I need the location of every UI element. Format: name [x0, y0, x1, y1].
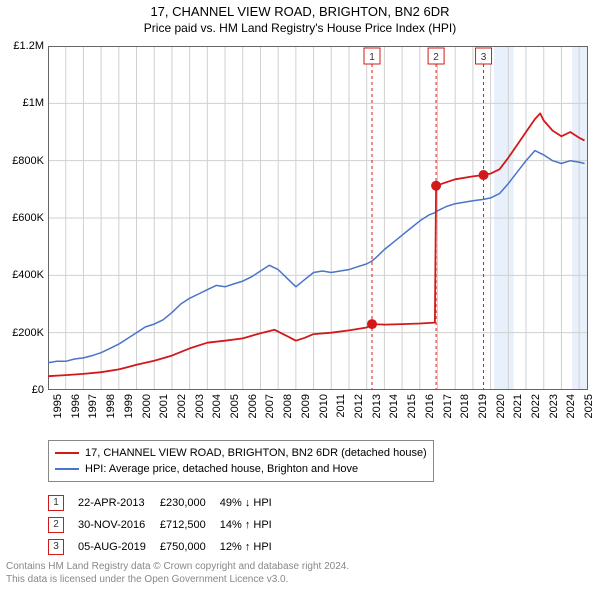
- x-tick-label: 2019: [477, 394, 489, 418]
- event-delta: 14% ↑ HPI: [220, 514, 286, 536]
- x-tick-label: 2007: [264, 394, 276, 418]
- x-tick-label: 2000: [141, 394, 153, 418]
- x-tick-label: 2018: [459, 394, 471, 418]
- x-tick-label: 2016: [424, 394, 436, 418]
- y-tick-label: £200K: [12, 327, 44, 339]
- x-tick-label: 2015: [406, 394, 418, 418]
- x-tick-label: 1998: [105, 394, 117, 418]
- x-tick-label: 1997: [87, 394, 99, 418]
- x-tick-label: 2024: [565, 394, 577, 418]
- chart-svg: 1 2 3: [48, 46, 588, 390]
- legend-swatch: [55, 468, 79, 470]
- svg-text:2: 2: [433, 52, 439, 63]
- svg-text:3: 3: [481, 52, 487, 63]
- event-badge: 2: [48, 517, 64, 533]
- x-tick-label: 2014: [388, 394, 400, 418]
- event-row: 3 05-AUG-2019£750,00012% ↑ HPI: [48, 536, 286, 558]
- x-tick-label: 2017: [442, 394, 454, 418]
- x-tick-label: 2008: [282, 394, 294, 418]
- event-badge: 1: [48, 495, 64, 511]
- legend-label: HPI: Average price, detached house, Brig…: [85, 461, 358, 477]
- x-tick-label: 2001: [158, 394, 170, 418]
- y-tick-label: £0: [32, 384, 44, 396]
- x-tick-label: 2005: [229, 394, 241, 418]
- event-date: 05-AUG-2019: [78, 536, 160, 558]
- titles: 17, CHANNEL VIEW ROAD, BRIGHTON, BN2 6DR…: [0, 0, 600, 35]
- x-tick-label: 2010: [318, 394, 330, 418]
- x-tick-label: 2004: [211, 394, 223, 418]
- event-delta: 49% ↓ HPI: [220, 492, 286, 514]
- legend-item: HPI: Average price, detached house, Brig…: [55, 461, 427, 477]
- x-tick-label: 2012: [353, 394, 365, 418]
- attribution-line1: Contains HM Land Registry data © Crown c…: [6, 561, 349, 574]
- x-tick-label: 2025: [583, 394, 595, 418]
- event-date: 22-APR-2013: [78, 492, 160, 514]
- event-price: £230,000: [160, 492, 220, 514]
- legend-label: 17, CHANNEL VIEW ROAD, BRIGHTON, BN2 6DR…: [85, 445, 427, 461]
- x-tick-label: 2013: [371, 394, 383, 418]
- y-tick-label: £800K: [12, 155, 44, 167]
- x-tick-label: 2009: [300, 394, 312, 418]
- attribution-line2: This data is licensed under the Open Gov…: [6, 574, 349, 587]
- y-tick-label: £400K: [12, 269, 44, 281]
- event-badge: 3: [48, 539, 64, 555]
- x-tick-label: 1999: [123, 394, 135, 418]
- x-tick-label: 2021: [512, 394, 524, 418]
- event-price: £712,500: [160, 514, 220, 536]
- x-tick-label: 2011: [335, 394, 347, 418]
- chart-area: 123 £0£200K£400K£600K£800K£1M£1.2M 19951…: [48, 46, 588, 390]
- legend-item: 17, CHANNEL VIEW ROAD, BRIGHTON, BN2 6DR…: [55, 445, 427, 461]
- x-tick-label: 1996: [70, 394, 82, 418]
- event-table: 1 22-APR-2013£230,00049% ↓ HPI 2 30-NOV-201…: [48, 492, 286, 558]
- event-delta: 12% ↑ HPI: [220, 536, 286, 558]
- x-tick-label: 2023: [548, 394, 560, 418]
- x-tick-label: 2022: [530, 394, 542, 418]
- chart-container: 17, CHANNEL VIEW ROAD, BRIGHTON, BN2 6DR…: [0, 0, 600, 590]
- x-tick-label: 2002: [176, 394, 188, 418]
- y-tick-label: £1M: [23, 97, 44, 109]
- legend-swatch: [55, 452, 79, 454]
- event-price: £750,000: [160, 536, 220, 558]
- x-tick-label: 2020: [495, 394, 507, 418]
- attribution: Contains HM Land Registry data © Crown c…: [6, 561, 349, 586]
- legend: 17, CHANNEL VIEW ROAD, BRIGHTON, BN2 6DR…: [48, 440, 434, 482]
- event-date: 30-NOV-2016: [78, 514, 160, 536]
- y-tick-label: £600K: [12, 212, 44, 224]
- y-tick-label: £1.2M: [13, 40, 44, 52]
- x-tick-label: 1995: [52, 394, 64, 418]
- event-row: 1 22-APR-2013£230,00049% ↓ HPI: [48, 492, 286, 514]
- svg-text:1: 1: [369, 52, 375, 63]
- title-subtitle: Price paid vs. HM Land Registry's House …: [0, 21, 600, 35]
- event-row: 2 30-NOV-2016£712,50014% ↑ HPI: [48, 514, 286, 536]
- title-address: 17, CHANNEL VIEW ROAD, BRIGHTON, BN2 6DR: [0, 4, 600, 19]
- x-tick-label: 2006: [247, 394, 259, 418]
- x-tick-label: 2003: [194, 394, 206, 418]
